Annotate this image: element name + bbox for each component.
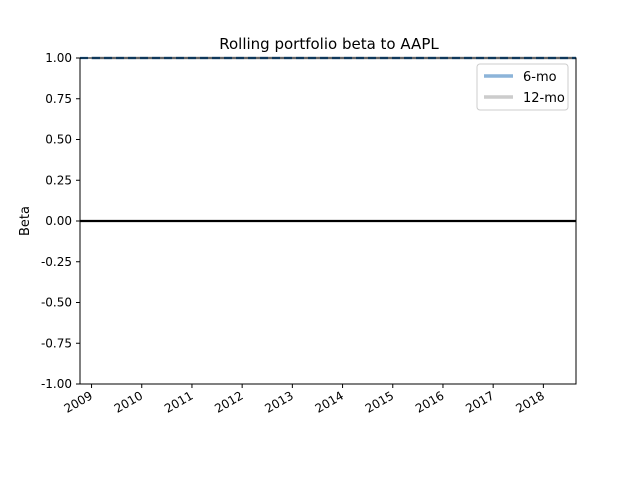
x-tick-label: 2017 xyxy=(463,388,496,415)
y-tick-label: 1.00 xyxy=(45,51,72,65)
x-tick-label: 2010 xyxy=(112,388,145,415)
x-tick-label: 2014 xyxy=(313,388,346,415)
x-tick-label: 2009 xyxy=(62,388,95,415)
x-tick-label: 2018 xyxy=(513,388,546,415)
x-tick-label: 2016 xyxy=(413,388,446,415)
y-tick-label: -0.25 xyxy=(41,255,72,269)
y-axis-label: Beta xyxy=(18,206,33,236)
y-tick-label: 0.25 xyxy=(45,173,72,187)
y-tick-label: 0.50 xyxy=(45,133,72,147)
legend-label: 6-mo xyxy=(523,70,557,85)
x-tick-label: 2013 xyxy=(262,388,295,415)
x-tick-label: 2015 xyxy=(363,388,396,415)
x-tick-label: 2012 xyxy=(212,388,245,415)
x-tick-label: 2011 xyxy=(162,388,195,415)
legend: 6-mo 12-mo xyxy=(476,63,569,111)
chart-title: Rolling portfolio beta to AAPL xyxy=(219,35,439,53)
y-tick-label: -0.50 xyxy=(41,296,72,310)
y-tick-label: -0.75 xyxy=(41,336,72,350)
legend-label: 12-mo xyxy=(523,91,565,106)
y-tick-label: 0.00 xyxy=(45,214,72,228)
y-tick-label: 0.75 xyxy=(45,92,72,106)
y-tick-label: -1.00 xyxy=(41,377,72,391)
